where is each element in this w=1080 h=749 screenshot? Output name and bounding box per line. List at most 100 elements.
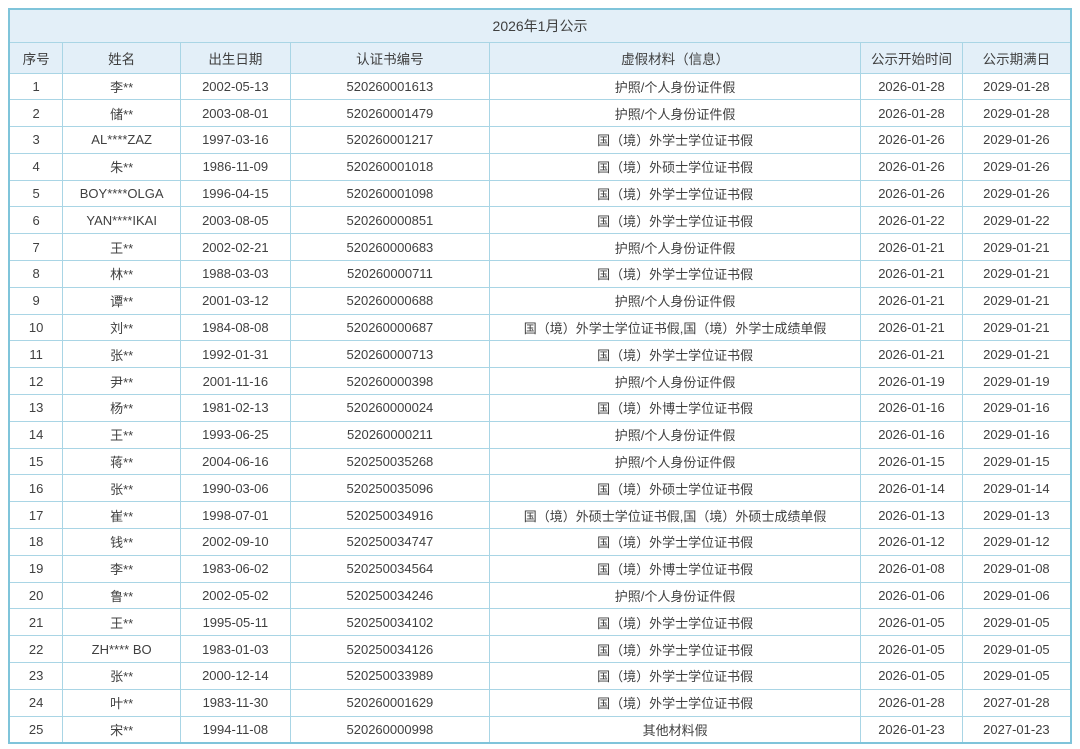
table-cell: 2004-06-16 — [179, 447, 291, 476]
table-row: 2 储** 2003-08-01 520260001479 护照/个人身份证件假 2026… — [8, 99, 1072, 128]
table-cell: 2029-01-05 — [961, 608, 1072, 637]
table-cell: 国（境）外学士学位证书假 — [489, 635, 862, 664]
table-cell: 1983-06-02 — [179, 554, 291, 583]
table-cell: 护照/个人身份证件假 — [489, 447, 862, 476]
table-row: 20 鲁** 2002-05-02 520250034246 护照/个人身份证件假 202… — [8, 581, 1072, 610]
table-cell: 2000-12-14 — [179, 662, 291, 690]
table-cell: 国（境）外学士学位证书假 — [489, 179, 862, 208]
table-cell: 2002-05-13 — [179, 72, 291, 101]
table-cell: 2027-01-23 — [961, 715, 1072, 744]
table-cell: 护照/个人身份证件假 — [489, 99, 862, 128]
table-cell: 2029-01-21 — [961, 286, 1072, 315]
table-cell: 2029-01-15 — [961, 447, 1072, 476]
table-row: 5 BOY****OLGA 1996-04-15 520260001098 国（境）外学… — [8, 179, 1072, 208]
table-cell: 14 — [8, 420, 64, 449]
table-cell: 2029-01-19 — [961, 367, 1072, 396]
table-cell: 2002-05-02 — [179, 581, 291, 610]
table-cell: 520250033989 — [289, 662, 491, 690]
column-header: 姓名 — [62, 41, 181, 74]
table-row: 24 叶** 1983-11-30 520260001629 国（境）外学士学位证书假 2… — [8, 688, 1072, 717]
table-cell: 520260000851 — [289, 206, 491, 235]
table-cell: 2026-01-26 — [860, 152, 963, 181]
table-cell: 520260000713 — [289, 340, 491, 369]
table-cell: 国（境）外学士学位证书假 — [489, 688, 862, 717]
column-header: 公示期满日 — [961, 41, 1072, 74]
table-row: 25 宋** 1994-11-08 520260000998 其他材料假 2026-01-… — [8, 715, 1072, 744]
table-row: 7 王** 2002-02-21 520260000683 护照/个人身份证件假 2026… — [8, 233, 1072, 262]
table-cell: 1990-03-06 — [179, 474, 291, 503]
table-cell: 钱** — [62, 528, 181, 556]
table-row: 15 蒋** 2004-06-16 520250035268 护照/个人身份证件假 202… — [8, 447, 1072, 476]
table-cell: 520260001018 — [289, 152, 491, 181]
table-cell: 储** — [62, 99, 181, 128]
table-cell: 2029-01-21 — [961, 260, 1072, 288]
table-cell: 2002-09-10 — [179, 528, 291, 556]
table-cell: 蒋** — [62, 447, 181, 476]
table-cell: 2026-01-05 — [860, 608, 963, 637]
table-cell: 国（境）外学士学位证书假 — [489, 340, 862, 369]
table-cell: ZH**** BO — [62, 635, 181, 664]
table-cell: BOY****OLGA — [62, 179, 181, 208]
table-cell: 520260001479 — [289, 99, 491, 128]
table-cell: 5 — [8, 179, 64, 208]
table-cell: 520260000683 — [289, 233, 491, 262]
table-row: 8 林** 1988-03-03 520260000711 国（境）外学士学位证书假 20… — [8, 260, 1072, 288]
table-cell: 23 — [8, 662, 64, 690]
table-cell: 520250035268 — [289, 447, 491, 476]
table-cell: 国（境）外学士学位证书假 — [489, 206, 862, 235]
table-cell: 2029-01-16 — [961, 394, 1072, 422]
table-cell: 1983-01-03 — [179, 635, 291, 664]
table-cell: 520250035096 — [289, 474, 491, 503]
table-cell: 520260001613 — [289, 72, 491, 101]
table-cell: 国（境）外博士学位证书假 — [489, 394, 862, 422]
table-cell: 8 — [8, 260, 64, 288]
table-cell: 护照/个人身份证件假 — [489, 72, 862, 101]
table-cell: 520260000211 — [289, 420, 491, 449]
table-cell: 520260000024 — [289, 394, 491, 422]
page-title: 2026年1月公示 — [8, 8, 1072, 43]
table-cell: 谭** — [62, 286, 181, 315]
table-cell: 护照/个人身份证件假 — [489, 367, 862, 396]
table-cell: 2026-01-28 — [860, 688, 963, 717]
table-cell: 国（境）外学士学位证书假 — [489, 260, 862, 288]
table-cell: 2026-01-28 — [860, 99, 963, 128]
table-cell: 24 — [8, 688, 64, 717]
table-cell: 2002-02-21 — [179, 233, 291, 262]
table-cell: 2026-01-06 — [860, 581, 963, 610]
column-header: 公示开始时间 — [860, 41, 963, 74]
table-cell: 2026-01-21 — [860, 260, 963, 288]
table-cell: 杨** — [62, 394, 181, 422]
table-cell: 2026-01-13 — [860, 501, 963, 530]
table-cell: 2029-01-16 — [961, 420, 1072, 449]
table-row: 18 钱** 2002-09-10 520250034747 国（境）外学士学位证书假 2… — [8, 528, 1072, 556]
table-cell: 22 — [8, 635, 64, 664]
table-cell: 2029-01-12 — [961, 528, 1072, 556]
table-row: 19 李** 1983-06-02 520250034564 国（境）外博士学位证书假 2… — [8, 554, 1072, 583]
table-cell: 520260000687 — [289, 313, 491, 342]
table-cell: 12 — [8, 367, 64, 396]
table-cell: 李** — [62, 72, 181, 101]
table-cell: 张** — [62, 340, 181, 369]
table-cell: 1996-04-15 — [179, 179, 291, 208]
table-cell: 2029-01-28 — [961, 99, 1072, 128]
column-header: 虚假材料（信息） — [489, 41, 862, 74]
table-cell: 2026-01-21 — [860, 286, 963, 315]
table-cell: AL****ZAZ — [62, 126, 181, 154]
table-cell: 李** — [62, 554, 181, 583]
table-cell: 国（境）外学士学位证书假,国（境）外学士成绩单假 — [489, 313, 862, 342]
table-cell: 2001-11-16 — [179, 367, 291, 396]
table-cell: 国（境）外学士学位证书假 — [489, 528, 862, 556]
table-row: 11 张** 1992-01-31 520260000713 国（境）外学士学位证书假 2… — [8, 340, 1072, 369]
table-cell: 520250034564 — [289, 554, 491, 583]
table-cell: 2026-01-26 — [860, 126, 963, 154]
table-cell: 13 — [8, 394, 64, 422]
table-cell: 2026-01-16 — [860, 420, 963, 449]
table-cell: 1993-06-25 — [179, 420, 291, 449]
table-title-row: 2026年1月公示 — [8, 8, 1072, 43]
table-cell: 520260001098 — [289, 179, 491, 208]
table-cell: 15 — [8, 447, 64, 476]
table-cell: 11 — [8, 340, 64, 369]
table-cell: 520250034747 — [289, 528, 491, 556]
table-cell: 国（境）外硕士学位证书假 — [489, 152, 862, 181]
table-cell: 20 — [8, 581, 64, 610]
